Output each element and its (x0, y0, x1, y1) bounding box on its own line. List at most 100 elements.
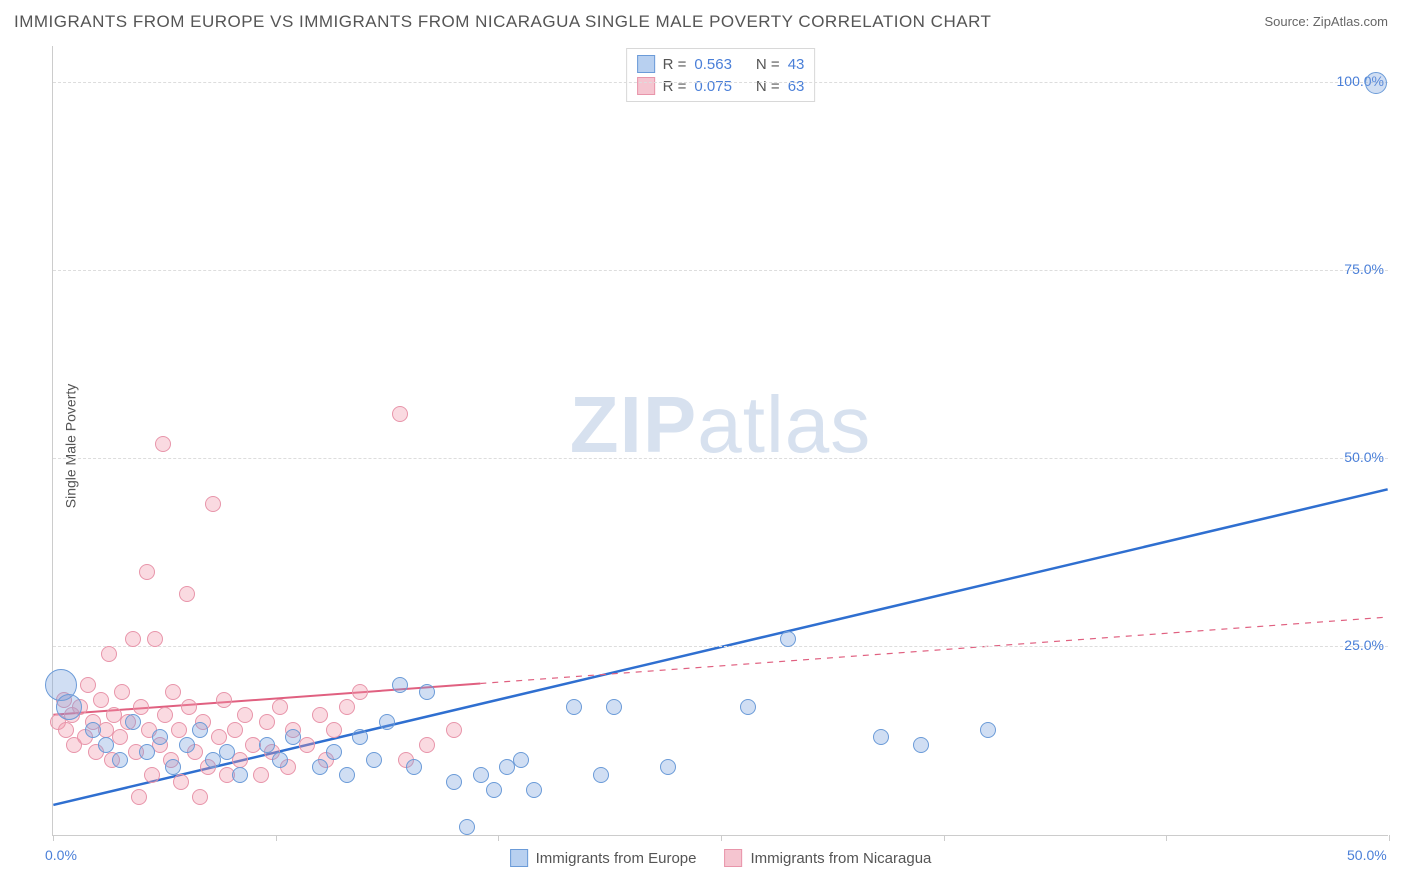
data-point (392, 406, 408, 422)
data-point (93, 692, 109, 708)
data-point (205, 496, 221, 512)
data-point (446, 774, 462, 790)
data-point (227, 722, 243, 738)
data-point (526, 782, 542, 798)
chart-title: IMMIGRANTS FROM EUROPE VS IMMIGRANTS FRO… (14, 12, 991, 32)
data-point (312, 759, 328, 775)
data-point (133, 699, 149, 715)
data-point (232, 767, 248, 783)
data-point (125, 631, 141, 647)
trend-line (53, 489, 1387, 805)
data-point (139, 564, 155, 580)
data-point (446, 722, 462, 738)
data-point (459, 819, 475, 835)
data-point (58, 722, 74, 738)
watermark-light: atlas (697, 380, 871, 469)
x-tick (53, 835, 54, 841)
legend-swatch (510, 849, 528, 867)
data-point (913, 737, 929, 753)
legend-correlation: R = 0.563 N = 43 R = 0.075 N = 63 (626, 48, 816, 102)
trend-line-dashed (480, 617, 1387, 683)
data-point (171, 722, 187, 738)
legend-series: Immigrants from Europe Immigrants from N… (510, 849, 932, 867)
data-point (312, 707, 328, 723)
data-point (179, 586, 195, 602)
data-point (139, 744, 155, 760)
data-point (237, 707, 253, 723)
data-point (272, 699, 288, 715)
data-point (339, 767, 355, 783)
gridline (53, 270, 1388, 271)
data-point (253, 767, 269, 783)
data-point (272, 752, 288, 768)
data-point (157, 707, 173, 723)
legend-r-value: 0.075 (694, 78, 732, 95)
x-tick (1389, 835, 1390, 841)
legend-label: Immigrants from Europe (536, 850, 697, 867)
data-point (326, 722, 342, 738)
legend-n-value: 43 (788, 56, 805, 73)
data-point (352, 684, 368, 700)
x-tick (276, 835, 277, 841)
data-point (155, 436, 171, 452)
legend-item: Immigrants from Nicaragua (725, 849, 932, 867)
legend-label: Immigrants from Nicaragua (751, 850, 932, 867)
data-point (980, 722, 996, 738)
data-point (165, 759, 181, 775)
data-point (192, 722, 208, 738)
trend-lines (53, 46, 1388, 835)
gridline (53, 82, 1388, 83)
data-point (873, 729, 889, 745)
data-point (112, 752, 128, 768)
data-point (80, 677, 96, 693)
data-point (181, 699, 197, 715)
data-point (101, 646, 117, 662)
data-point (259, 714, 275, 730)
data-point (606, 699, 622, 715)
data-point (216, 692, 232, 708)
gridline (53, 458, 1388, 459)
data-point (211, 729, 227, 745)
data-point (326, 744, 342, 760)
x-tick-label: 50.0% (1347, 847, 1387, 863)
data-point (144, 767, 160, 783)
data-point (1365, 72, 1387, 94)
data-point (486, 782, 502, 798)
data-point (339, 699, 355, 715)
data-point (379, 714, 395, 730)
data-point (419, 737, 435, 753)
data-point (56, 694, 82, 720)
legend-n-label: N = (756, 56, 780, 73)
legend-r-value: 0.563 (694, 56, 732, 73)
data-point (179, 737, 195, 753)
source-attribution: Source: ZipAtlas.com (1264, 14, 1388, 29)
data-point (352, 729, 368, 745)
data-point (173, 774, 189, 790)
data-point (740, 699, 756, 715)
legend-item: Immigrants from Europe (510, 849, 697, 867)
data-point (192, 789, 208, 805)
gridline (53, 646, 1388, 647)
x-tick (944, 835, 945, 841)
plot-area: ZIPatlas R = 0.563 N = 43 R = 0.075 N = … (52, 46, 1388, 836)
legend-swatch (725, 849, 743, 867)
data-point (152, 729, 168, 745)
x-tick-label: 0.0% (45, 847, 77, 863)
y-tick-label: 50.0% (1344, 449, 1390, 465)
legend-r-label: R = (663, 78, 687, 95)
data-point (392, 677, 408, 693)
legend-n-value: 63 (788, 78, 805, 95)
legend-swatch (637, 55, 655, 73)
data-point (259, 737, 275, 753)
watermark-bold: ZIP (570, 380, 697, 469)
y-tick-label: 75.0% (1344, 261, 1390, 277)
data-point (566, 699, 582, 715)
data-point (513, 752, 529, 768)
data-point (419, 684, 435, 700)
x-tick (721, 835, 722, 841)
data-point (165, 684, 181, 700)
data-point (780, 631, 796, 647)
data-point (114, 684, 130, 700)
data-point (473, 767, 489, 783)
data-point (285, 729, 301, 745)
